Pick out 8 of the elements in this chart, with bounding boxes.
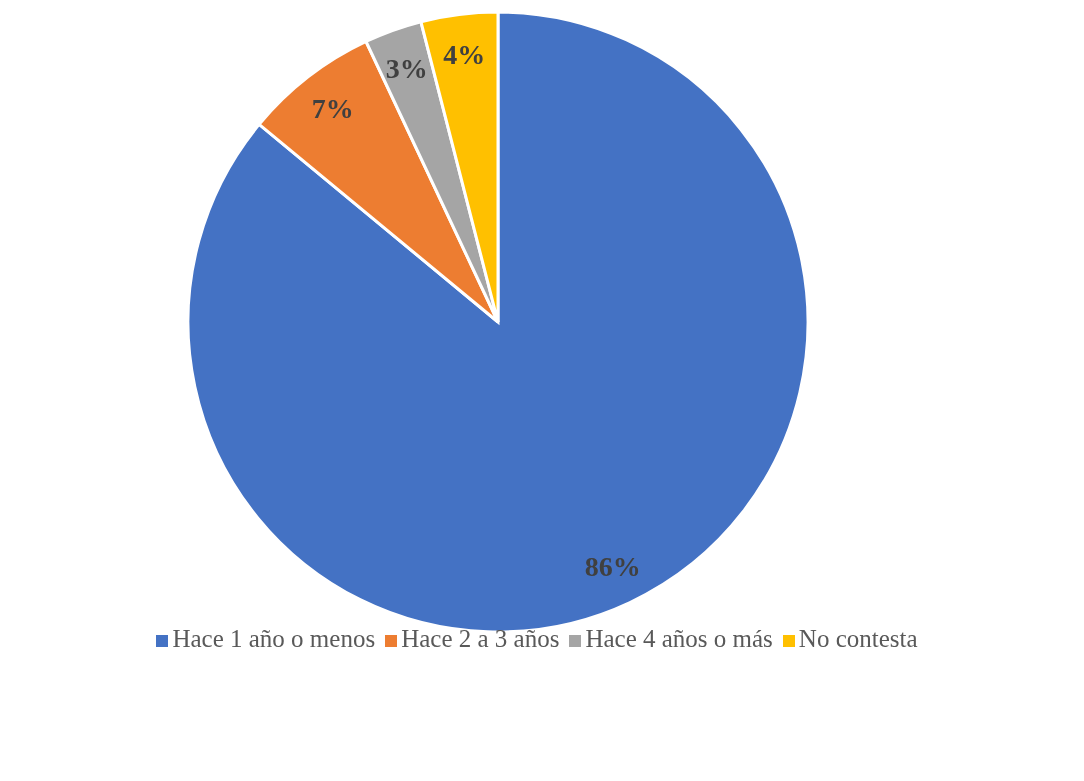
data-label: 4%: [443, 38, 486, 70]
legend-label: No contesta: [798, 625, 918, 652]
data-label: 3%: [385, 52, 428, 84]
legend-label: Hace 2 a 3 años: [401, 625, 560, 652]
data-label: 86%: [584, 550, 641, 582]
legend-label: Hace 4 años o más: [585, 625, 773, 652]
legend-label: Hace 1 año o menos: [172, 625, 376, 652]
data-label: 7%: [311, 93, 354, 125]
